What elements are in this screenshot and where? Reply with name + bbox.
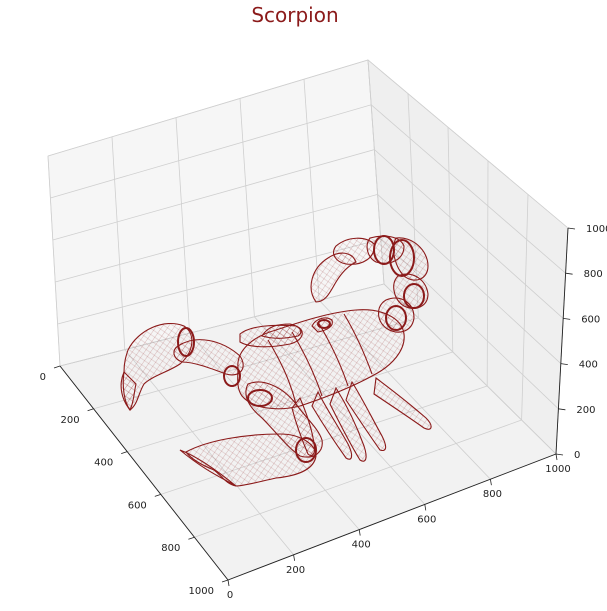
x-tick-mark bbox=[221, 579, 229, 583]
leg bbox=[345, 380, 387, 452]
y-tick-mark bbox=[555, 453, 558, 461]
y-tick-mark bbox=[227, 579, 230, 587]
z-axis-line bbox=[555, 227, 569, 455]
x-tick-mark bbox=[53, 365, 61, 369]
ring bbox=[389, 239, 415, 277]
y-tick-label: 800 bbox=[483, 489, 502, 500]
chart-title: Scorpion bbox=[251, 3, 338, 27]
z-grid-line bbox=[52, 149, 564, 319]
x-grid-line bbox=[194, 419, 522, 538]
x-tick-label: 600 bbox=[128, 500, 147, 511]
y-wall-grid-line bbox=[303, 79, 320, 301]
axis-lines bbox=[53, 227, 576, 587]
pincer-finger-upper bbox=[120, 371, 137, 412]
x-axis-line bbox=[59, 365, 229, 581]
scorpion-body bbox=[120, 235, 432, 487]
ring bbox=[403, 283, 425, 309]
z-grid-line bbox=[50, 104, 566, 274]
ring bbox=[317, 319, 331, 329]
y-wall-grid-line bbox=[239, 98, 255, 317]
y-axis-line bbox=[227, 453, 557, 581]
x-tick-label: 0 bbox=[40, 372, 46, 383]
x-tick-mark bbox=[154, 494, 161, 497]
tail-segment-1 bbox=[333, 237, 375, 265]
y-wall-grid-line bbox=[47, 155, 61, 367]
x-wall-grid-line bbox=[486, 160, 489, 387]
z-grid-line bbox=[55, 193, 562, 364]
x-tick-label: 1000 bbox=[189, 586, 214, 597]
mesh-rings bbox=[177, 235, 425, 463]
z-grid-line bbox=[47, 59, 569, 229]
pincer-finger-lower bbox=[179, 449, 237, 487]
leg bbox=[329, 386, 367, 462]
z-tick-label: 800 bbox=[584, 269, 603, 280]
y-tick-label: 0 bbox=[227, 590, 233, 601]
ring bbox=[177, 327, 195, 357]
x-wall-grid-line bbox=[447, 127, 454, 353]
y-tick-label: 600 bbox=[417, 514, 436, 525]
ring bbox=[373, 235, 395, 265]
x-tick-mark bbox=[87, 408, 94, 412]
tick-labels: 0 200 400 600 800 1000 0 200 400 600 800 1000 0 200 40… bbox=[40, 224, 607, 601]
z-tick-mark bbox=[560, 363, 568, 365]
y-tick-mark bbox=[293, 554, 295, 561]
x-tick-mark bbox=[121, 451, 128, 454]
z-tick-label: 1000 bbox=[586, 224, 607, 235]
ring bbox=[247, 389, 273, 407]
y-tick-mark bbox=[490, 479, 492, 486]
z-tick-label: 0 bbox=[574, 450, 580, 461]
leg bbox=[373, 376, 432, 430]
y-tick-label: 200 bbox=[286, 565, 305, 576]
y-tick-label: 400 bbox=[352, 540, 371, 551]
x-tick-label: 200 bbox=[61, 415, 80, 426]
z-tick-mark bbox=[563, 318, 571, 320]
leg-back bbox=[261, 323, 302, 339]
x-tick-label: 400 bbox=[94, 458, 113, 469]
leg bbox=[311, 390, 353, 460]
x-wall-grid-line bbox=[521, 194, 529, 421]
y-wall-grid-line bbox=[175, 117, 190, 334]
body-segment-line bbox=[343, 313, 373, 375]
x-tick-mark bbox=[188, 536, 195, 540]
leg bbox=[291, 396, 316, 457]
z-tick-mark bbox=[567, 227, 576, 230]
z-tick-mark bbox=[565, 272, 573, 275]
ring bbox=[385, 305, 407, 331]
z-tick-mark bbox=[558, 408, 566, 411]
z-tick-label: 600 bbox=[581, 314, 600, 325]
ring bbox=[223, 365, 241, 387]
x-tick-label: 800 bbox=[161, 543, 180, 554]
z-tick-label: 400 bbox=[579, 360, 598, 371]
x-grid-line bbox=[160, 385, 488, 495]
y-wall-grid-line bbox=[111, 136, 126, 350]
y-tick-label: 1000 bbox=[545, 464, 570, 475]
z-tick-mark bbox=[555, 453, 564, 456]
y-tick-mark bbox=[358, 529, 361, 536]
y-tick-mark bbox=[424, 504, 427, 511]
z-tick-label: 200 bbox=[576, 405, 595, 416]
ring bbox=[295, 437, 317, 463]
